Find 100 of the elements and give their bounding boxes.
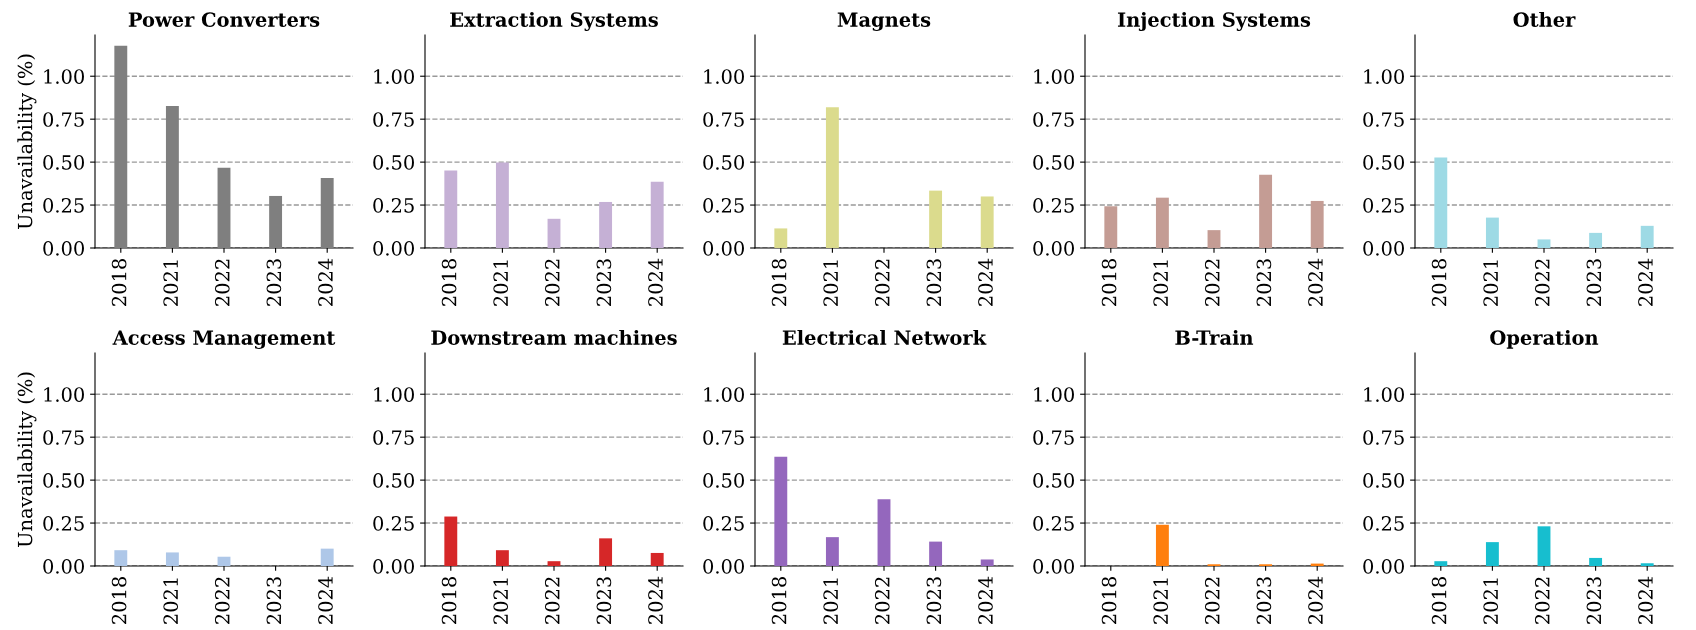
chart-title: Other [1513, 11, 1576, 27]
bar [980, 196, 994, 248]
bar [825, 537, 839, 566]
y-tick-label: 1.00 [1034, 69, 1074, 84]
y-tick-label: 1.00 [704, 69, 744, 84]
bar [114, 550, 128, 566]
x-tick-label: 2018 [1431, 577, 1447, 624]
y-tick-label: 1.00 [44, 387, 84, 402]
bar [1155, 197, 1169, 248]
bar [929, 541, 943, 566]
x-tick-label: 2023 [596, 577, 612, 624]
x-tick-label: 2024 [1308, 576, 1323, 624]
x-tick-label: 2018 [441, 259, 457, 306]
bar [599, 538, 613, 566]
bar [1537, 526, 1551, 566]
x-tick-label: 2022 [1534, 259, 1550, 306]
y-axis-title: Unavailability (%) [17, 54, 37, 230]
x-tick-label: 2023 [266, 577, 282, 624]
y-tick-label: 0.50 [703, 155, 744, 170]
bar [877, 499, 891, 566]
y-tick-label: 0.75 [1363, 430, 1404, 445]
y-tick-label: 0.00 [1033, 240, 1074, 256]
bar [980, 559, 994, 566]
y-tick-label: 1.00 [44, 69, 84, 84]
chart-title: Extraction Systems [450, 11, 658, 31]
bar [320, 548, 334, 566]
y-tick-label: 1.00 [1364, 387, 1404, 402]
x-tick-label: 2024 [318, 258, 333, 306]
x-tick-label: 2023 [926, 577, 942, 624]
bar [774, 456, 788, 566]
y-tick-label: 1.00 [1364, 69, 1404, 84]
y-axis-title: Unavailability (%) [17, 372, 37, 548]
x-tick-label: 2024 [1308, 258, 1323, 306]
chart-title: Injection Systems [1117, 11, 1311, 31]
x-tick-label: 2023 [1586, 259, 1602, 306]
x-tick-label: 2021 [1153, 578, 1169, 624]
bar [825, 107, 839, 248]
y-tick-label: 0.75 [43, 112, 84, 127]
y-tick-label: 0.50 [43, 473, 84, 488]
x-tick-label: 2021 [823, 260, 839, 306]
x-tick-label: 2024 [978, 576, 993, 624]
bar [547, 561, 561, 566]
bar [929, 190, 943, 248]
x-tick-label: 2018 [1431, 259, 1447, 306]
y-tick-label: 0.25 [1033, 516, 1074, 531]
y-tick-label: 0.75 [703, 112, 744, 127]
x-tick-label: 2023 [926, 259, 942, 306]
bar [1537, 239, 1551, 248]
x-tick-label: 2021 [823, 578, 839, 624]
bar [1155, 524, 1169, 566]
bar [1434, 157, 1448, 248]
y-tick-label: 0.50 [43, 155, 84, 170]
bar [1207, 230, 1221, 248]
y-tick-label: 0.75 [1033, 112, 1074, 127]
x-tick-label: 2021 [163, 260, 179, 306]
y-tick-label: 1.00 [374, 387, 414, 402]
x-tick-label: 2021 [163, 578, 179, 624]
bar [495, 162, 509, 248]
bar [1434, 561, 1448, 566]
y-tick-label: 1.00 [1034, 387, 1074, 402]
y-tick-label: 1.00 [374, 69, 414, 84]
x-tick-label: 2021 [493, 260, 509, 306]
x-tick-label: 2021 [1483, 578, 1499, 624]
y-tick-label: 0.50 [1363, 155, 1404, 170]
chart-title: B-Train [1175, 329, 1254, 345]
y-tick-label: 0.25 [43, 198, 84, 213]
x-tick-label: 2022 [544, 577, 560, 624]
y-tick-label: 0.50 [1033, 473, 1074, 488]
bar [1104, 206, 1118, 248]
y-tick-label: 0.00 [703, 240, 744, 256]
x-tick-label: 2022 [214, 577, 230, 624]
bar [1640, 563, 1654, 566]
y-tick-label: 0.25 [1363, 516, 1404, 531]
bar [320, 178, 334, 248]
y-tick-label: 0.25 [1033, 198, 1074, 213]
bar [1589, 232, 1603, 248]
y-tick-label: 0.75 [703, 430, 744, 445]
y-tick-label: 0.00 [1363, 240, 1404, 256]
y-tick-label: 0.75 [373, 112, 414, 127]
chart-title: Downstream machines [431, 329, 677, 345]
bar [650, 552, 664, 566]
y-tick-label: 0.75 [1363, 112, 1404, 127]
y-tick-label: 0.25 [703, 198, 744, 213]
x-tick-label: 2018 [1101, 259, 1117, 306]
x-tick-label: 2021 [1483, 260, 1499, 306]
x-tick-label: 2023 [1586, 577, 1602, 624]
x-tick-label: 2023 [1256, 259, 1272, 306]
y-tick-label: 0.75 [43, 430, 84, 445]
x-tick-label: 2024 [978, 258, 993, 306]
x-tick-label: 2018 [771, 577, 787, 624]
y-tick-label: 0.00 [373, 240, 414, 256]
x-tick-label: 2022 [214, 259, 230, 306]
bar [774, 228, 788, 248]
bar [444, 516, 458, 566]
bar [1259, 174, 1273, 248]
bar [444, 170, 458, 248]
y-tick-label: 0.25 [373, 516, 414, 531]
bar [1485, 542, 1499, 566]
x-tick-label: 2023 [1256, 577, 1272, 624]
bar [650, 181, 664, 248]
